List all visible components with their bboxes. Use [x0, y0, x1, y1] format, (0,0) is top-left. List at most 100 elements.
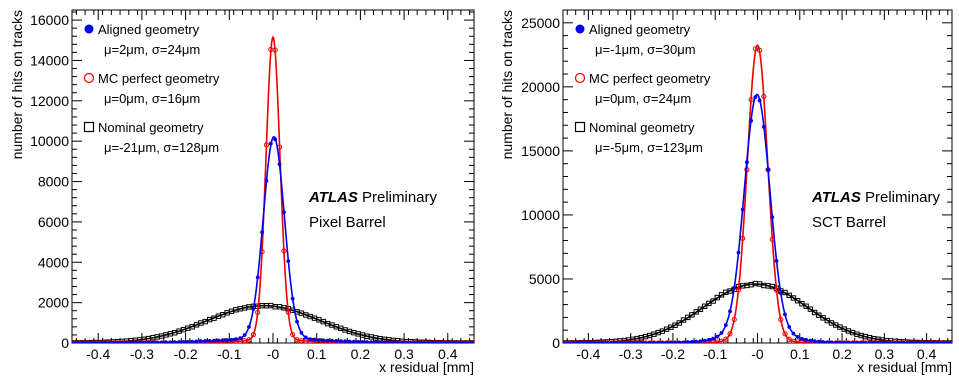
data-point — [233, 337, 238, 342]
data-point — [838, 340, 842, 343]
data-point — [373, 340, 378, 343]
data-point — [690, 340, 694, 343]
data-point — [787, 325, 792, 329]
legend-series-params: μ=-1μm, σ=30μm — [595, 42, 696, 57]
data-point — [701, 303, 708, 309]
data-point — [926, 341, 931, 343]
data-point — [601, 341, 606, 343]
data-point — [647, 341, 652, 343]
data-point — [102, 340, 107, 343]
data-point — [635, 341, 639, 343]
data-point — [753, 95, 758, 100]
data-point — [766, 167, 770, 172]
data-point — [268, 141, 273, 146]
data-point — [469, 341, 474, 343]
data-point — [133, 340, 138, 343]
data-point — [439, 341, 444, 343]
data-point — [677, 340, 682, 343]
y-tick-label: 15000 — [521, 143, 560, 159]
data-point — [85, 340, 90, 343]
data-point — [909, 341, 914, 343]
data-point — [155, 340, 160, 343]
data-point — [622, 341, 627, 343]
data-point — [761, 93, 767, 100]
data-point — [884, 341, 889, 343]
data-point — [774, 259, 779, 263]
data-point — [681, 340, 686, 343]
y-axis-title: number of hits on tracks — [499, 10, 515, 159]
data-point — [731, 316, 737, 323]
chart-panel-2: -0.4 -0.3 -0.2 -0.1 -0 0.1 0.2 0.3 0.4 0 5000 10000… — [499, 9, 953, 375]
data-point — [935, 341, 940, 343]
data-point — [773, 287, 780, 293]
data-point — [264, 178, 269, 183]
data-point — [303, 335, 308, 340]
data-point — [876, 341, 880, 343]
data-point — [190, 339, 195, 343]
data-point — [735, 287, 742, 293]
data-point — [609, 341, 614, 343]
x-tick-label: 0.4 — [917, 346, 937, 362]
data-point — [290, 331, 296, 338]
data-point — [81, 341, 85, 343]
data-point — [181, 340, 186, 343]
data-point — [922, 341, 927, 343]
y-tick-label: 16000 — [30, 12, 69, 28]
data-point — [456, 341, 461, 343]
data-point — [246, 337, 252, 343]
y-tick-label: 12000 — [30, 93, 69, 109]
data-point — [749, 118, 754, 123]
plot-frame — [71, 9, 475, 344]
data-point — [443, 341, 448, 343]
x-tick-label: 0.2 — [351, 346, 371, 362]
data-point — [846, 341, 851, 343]
data-point — [732, 285, 737, 290]
data-point — [434, 340, 439, 343]
data-point — [698, 339, 703, 343]
data-point — [727, 331, 733, 337]
data-point — [150, 340, 155, 343]
data-point — [124, 341, 129, 343]
data-point — [702, 338, 707, 343]
data-point — [308, 337, 313, 342]
data-point — [714, 294, 721, 301]
data-point — [685, 340, 690, 343]
data-point — [697, 306, 704, 312]
legend-series-params: μ=2μm, σ=24μm — [104, 42, 200, 57]
preliminary-label: Preliminary — [362, 189, 438, 206]
data-point — [395, 340, 400, 343]
x-tick-label: 0.3 — [875, 346, 895, 362]
legend-series-name: MC perfect geometry — [589, 71, 711, 86]
data-point — [391, 340, 396, 343]
y-tick-label: 2000 — [38, 295, 69, 311]
data-point — [430, 340, 435, 343]
data-point — [715, 334, 720, 339]
data-point — [689, 312, 695, 318]
data-point — [360, 340, 365, 343]
data-point — [273, 137, 278, 142]
data-point — [452, 341, 457, 343]
data-point — [168, 340, 173, 343]
data-point — [863, 341, 868, 343]
data-point — [575, 341, 580, 343]
data-point — [740, 207, 745, 212]
data-point — [251, 307, 256, 311]
x-tick-label: 0.4 — [438, 346, 458, 362]
data-point — [386, 340, 391, 343]
data-point — [563, 341, 568, 343]
data-point — [255, 309, 261, 315]
data-point — [833, 340, 838, 343]
data-point — [76, 341, 81, 343]
data-point — [782, 331, 788, 337]
data-point — [736, 250, 741, 255]
data-point — [778, 316, 784, 323]
data-point — [905, 341, 910, 343]
legend-marker-open-square — [574, 121, 586, 133]
data-point — [369, 340, 374, 343]
data-point — [643, 341, 648, 343]
data-point — [129, 340, 133, 343]
legend-marker-filled-circle — [84, 24, 94, 34]
data-point — [290, 296, 295, 301]
data-point — [312, 337, 317, 342]
